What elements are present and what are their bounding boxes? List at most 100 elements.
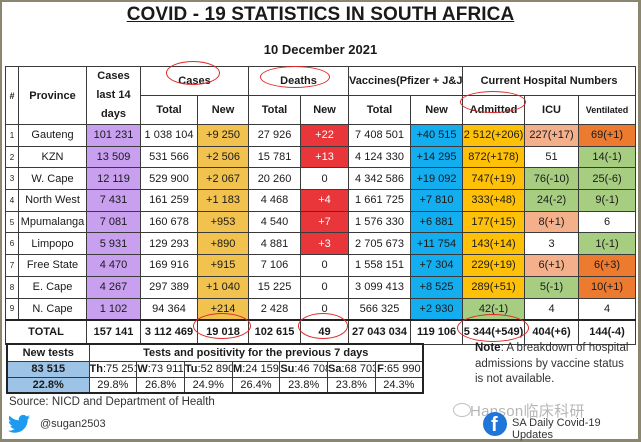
cell-idx: 5 [5,210,19,234]
header-row-2: Total New Total New Total New Admitted I… [6,95,637,125]
cell-idx: 4 [5,189,19,212]
facebook-icon: f [483,412,507,436]
cell-vacc-total: 7 408 501 [348,124,412,147]
cell-province: E. Cape [18,275,87,299]
cell-vacc-new: +2 930 [410,297,464,321]
cell-province: KZN [18,145,87,169]
test-positivity-cell: 24.3% [374,376,424,394]
cell-icu: 227(+17) [524,124,580,147]
cell-province: Free State [18,254,87,277]
col-cases-new-header: New [196,95,250,125]
cell-idx: 7 [5,254,19,277]
cell-last14: 12 119 [86,167,141,191]
cell-province: Gauteng [18,124,87,147]
cell-deaths-total: 15 781 [248,145,302,169]
cell-ventilated: 6(+3) [578,254,637,277]
total-last14: 157 141 [86,318,141,346]
cell-last14: 7 431 [86,189,141,212]
test-positivity-cell: 24.9% [183,376,233,394]
cell-admitted: 42(-1) [462,297,526,321]
cell-icu: 5(-1) [524,275,580,299]
cell-vacc-total: 1 558 151 [348,254,412,277]
cell-ventilated: 1(-1) [578,232,637,256]
total-ventilated: 144(-4) [578,318,637,346]
cell-cases-new: +1 183 [196,189,250,212]
cell-cases-new: +2 067 [196,167,250,191]
province-row: 7 Free State 4 470 169 916 +915 7 106 0 1 558 1… [5,254,637,277]
cell-ventilated: 10(+1) [578,275,637,299]
group-deaths-header: Deaths [248,66,350,96]
cell-admitted: 747(+19) [462,167,526,191]
col-vacc-new-header: New [410,95,464,125]
cell-vacc-total: 2 705 673 [348,232,412,256]
cell-cases-new: +9 250 [196,124,250,147]
total-vacc-total: 27 043 034 [348,318,412,346]
cell-cases-total: 529 900 [140,167,198,191]
test-positivity-cell: 26.8% [136,376,185,394]
test-count-value: 46 708 [297,363,326,375]
cell-icu: 4 [524,297,580,321]
cell-deaths-new: +4 [300,189,350,212]
cell-deaths-total: 20 260 [248,167,302,191]
cell-last14: 13 509 [86,145,141,169]
cell-admitted: 229(+19) [462,254,526,277]
cell-deaths-new: 0 [300,254,350,277]
report-date: 10 December 2021 [263,42,378,57]
cell-ventilated: 14(-1) [578,145,637,169]
cell-vacc-new: +14 295 [410,145,464,169]
test-count-value: 73 911 [150,363,184,375]
test-day-label: Tu [184,363,198,375]
tests-table: New tests Tests and positivity for the p… [6,343,424,394]
cell-deaths-total: 4 540 [248,210,302,234]
test-count-cell: F:65 990 [374,360,424,378]
province-row: 8 E. Cape 4 267 297 389 +1 040 15 225 0 3 099 4… [5,275,637,299]
cell-admitted: 2 512(+206) [462,124,526,147]
cell-admitted: 177(+15) [462,210,526,234]
cell-ventilated: 69(+1) [578,124,637,147]
province-row: 2 KZN 13 509 531 566 +2 506 15 781 +13 4 124 33… [5,145,637,169]
province-row: 1 Gauteng 101 231 1 038 104 +9 250 27 926 +22 7… [5,124,637,147]
cell-idx: 3 [5,167,19,191]
test-count-cell: Su:46 708 [279,360,329,378]
province-row: 5 Mpumalanga 7 081 160 678 +953 4 540 +7 1 576 … [5,210,637,234]
province-row: 9 N. Cape 1 102 94 364 +214 2 428 0 566 325 +2 9… [5,297,637,321]
cell-deaths-new: 0 [300,167,350,191]
tests-count-row: 83 515 Th:75 251 W:73 911 Tu:52 890 M:24 15… [6,360,424,378]
group-vaccines-header: Vaccines(Pfizer + J&J) [348,66,464,96]
cell-last14: 1 102 [86,297,141,321]
total-icu: 404(+6) [524,318,580,346]
separator: : [294,363,298,375]
province-row: 3 W. Cape 12 119 529 900 +2 067 20 260 0 4 342 … [5,167,637,191]
cell-vacc-new: +19 092 [410,167,464,191]
cell-vacc-new: +11 754 [410,232,464,256]
note-label: Note [475,342,501,354]
cell-cases-total: 169 916 [140,254,198,277]
cell-deaths-new: +22 [300,124,350,147]
province-row: 4 North West 7 431 161 259 +1 183 4 468 +4 1 66… [5,189,637,212]
cell-vacc-total: 1 661 725 [348,189,412,212]
cell-cases-total: 531 566 [140,145,198,169]
cell-idx: 8 [5,275,19,299]
new-tests-header: New tests [6,343,90,362]
total-cases-total: 3 112 469 [140,318,198,346]
cell-vacc-new: +8 525 [410,275,464,299]
cell-cases-new: +915 [196,254,250,277]
cell-icu: 76(-10) [524,167,580,191]
separator: : [341,363,345,375]
test-count-value: 52 890 [200,363,233,375]
col-deaths-new-header: New [300,95,350,125]
header-row-1: # Province Cases last 14 days Cases Deat… [5,66,637,125]
test-count-cell: W:73 911 [136,360,185,378]
col-icu-header: ICU [524,95,580,125]
test-day-label: W [137,363,148,375]
col-province-header: Province [18,66,87,125]
cell-ventilated: 9(-1) [578,189,637,212]
cell-last14: 5 931 [86,232,141,256]
total-deaths-new: 49 [300,318,350,346]
cell-vacc-total: 4 342 586 [348,167,412,191]
cell-cases-new: +1 040 [196,275,250,299]
cell-admitted: 872(+178) [462,145,526,169]
cell-cases-total: 129 293 [140,232,198,256]
cell-deaths-new: +13 [300,145,350,169]
test-count-cell: Sa:68 703 [327,360,376,378]
